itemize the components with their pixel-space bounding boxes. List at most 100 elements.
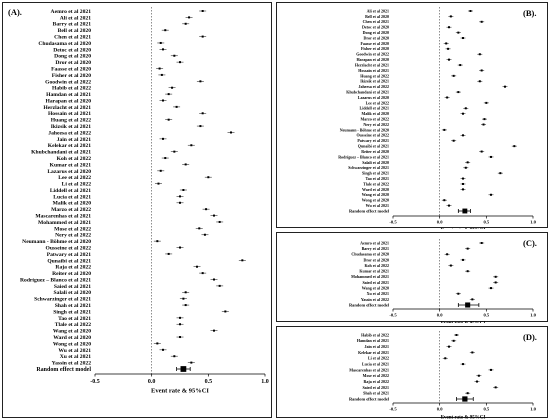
study-label: Mohammed et al 2021 bbox=[351, 274, 389, 279]
study-estimate-marker bbox=[490, 287, 492, 290]
study-label: Ali et al 2021 bbox=[367, 8, 389, 13]
study-label: Xu et al 2021 bbox=[367, 291, 389, 296]
x-tick-label: -0.5 bbox=[389, 407, 397, 412]
study-label: Liddell et al 2021 bbox=[50, 188, 91, 194]
study-estimate-marker bbox=[179, 61, 181, 64]
study-estimate-marker bbox=[213, 329, 215, 332]
study-label: Jain et al 2021 bbox=[57, 137, 92, 143]
study-label: Ousseine et al 2022 bbox=[356, 133, 389, 138]
study-estimate-marker bbox=[478, 53, 481, 56]
study-estimate-marker bbox=[230, 131, 232, 134]
study-estimate-marker bbox=[452, 139, 455, 142]
summary-estimate-marker bbox=[462, 208, 468, 214]
x-tick-label: 1.0 bbox=[261, 379, 269, 385]
summary-label: Random effect model bbox=[349, 302, 390, 307]
x-tick-label: 0.0 bbox=[437, 313, 443, 318]
study-label: Bell et al 2020 bbox=[58, 28, 92, 34]
study-label: Harapan et al 2020 bbox=[356, 57, 389, 62]
study-label: Patwary et al 2021 bbox=[47, 252, 91, 258]
x-tick-label: -0.5 bbox=[90, 379, 100, 385]
study-label: Lucia et al 2021 bbox=[362, 361, 389, 366]
study-estimate-marker bbox=[494, 281, 497, 284]
study-estimate-marker bbox=[452, 339, 455, 342]
study-estimate-marker bbox=[213, 278, 215, 281]
study-label: Wang et al 2020 bbox=[362, 285, 389, 290]
study-label: Qunaibi et al 2021 bbox=[358, 144, 389, 149]
study-estimate-marker bbox=[466, 392, 469, 395]
study-estimate-marker bbox=[471, 351, 474, 354]
study-estimate-marker bbox=[182, 189, 185, 191]
x-tick-label: 0.0 bbox=[437, 407, 443, 412]
x-tick-label: 1.0 bbox=[530, 313, 536, 318]
panel-label: (C). bbox=[523, 238, 537, 248]
study-label: Tlale et al 2022 bbox=[363, 181, 389, 186]
panel-label: (B). bbox=[523, 8, 536, 18]
study-label: Kumar et al 2021 bbox=[50, 162, 92, 168]
study-label: Lee et al 2022 bbox=[366, 100, 389, 105]
summary-label: Random effect model bbox=[349, 208, 390, 213]
study-label: Habib et al 2022 bbox=[361, 332, 389, 337]
study-label: Rodríguez – Blanco et al 2021 bbox=[20, 277, 91, 283]
x-tick-label: -0.5 bbox=[389, 313, 397, 318]
study-estimate-marker bbox=[156, 342, 159, 345]
study-estimate-marker bbox=[159, 169, 162, 172]
study-label: Herzlacht et al 2021 bbox=[43, 105, 91, 111]
x-axis-label: Event rate & 95%CI bbox=[441, 416, 486, 419]
study-estimate-marker bbox=[179, 195, 181, 198]
study-estimate-marker bbox=[444, 357, 447, 360]
summary-estimate-marker bbox=[465, 302, 471, 308]
study-label: Ikizsik et al 2021 bbox=[51, 124, 91, 130]
study-label: Hamdan et al 2021 bbox=[357, 338, 389, 343]
study-estimate-marker bbox=[471, 298, 474, 301]
study-label: Li et al 2022 bbox=[368, 356, 389, 361]
study-estimate-marker bbox=[445, 42, 448, 45]
study-estimate-marker bbox=[455, 334, 458, 336]
study-estimate-marker bbox=[464, 107, 467, 110]
study-estimate-marker bbox=[462, 37, 464, 40]
study-estimate-marker bbox=[462, 188, 464, 191]
study-estimate-marker bbox=[173, 54, 176, 57]
study-estimate-marker bbox=[478, 80, 481, 83]
study-label: Kelekar et al 2021 bbox=[48, 143, 91, 149]
summary-estimate-marker bbox=[462, 396, 468, 402]
study-label: Habib et al 2022 bbox=[52, 86, 91, 92]
study-label: Shah et al 2021 bbox=[55, 303, 91, 309]
x-tick-label: 1.0 bbox=[530, 220, 536, 225]
study-estimate-marker bbox=[190, 144, 193, 147]
study-label: Malik et al 2020 bbox=[53, 201, 92, 207]
study-estimate-marker bbox=[162, 99, 164, 102]
study-estimate-marker bbox=[182, 297, 185, 300]
study-estimate-marker bbox=[513, 145, 516, 148]
study-label: Chudasama et al 2020 bbox=[351, 252, 389, 257]
study-label: Kelekar et al 2021 bbox=[358, 350, 389, 355]
study-label: Ousseine et al 2022 bbox=[45, 245, 91, 251]
study-label: Kumar et al 2021 bbox=[359, 269, 389, 274]
study-estimate-marker bbox=[449, 264, 452, 267]
study-label: Dror et al 2020 bbox=[363, 257, 389, 262]
panel-d: (D). Habib et al 2022 Hamdan et al 2021 Jai… bbox=[276, 326, 548, 419]
study-label: Goodwin et al 2022 bbox=[356, 52, 389, 57]
study-estimate-marker bbox=[446, 253, 449, 256]
study-label: Hamdan et al 2021 bbox=[46, 92, 91, 98]
study-label: Goodwin et al 2022 bbox=[45, 79, 91, 85]
study-estimate-marker bbox=[179, 336, 181, 339]
study-label: Aemro et al 2021 bbox=[360, 240, 389, 245]
x-axis-label: Event rate & 95%CI bbox=[441, 322, 486, 323]
study-estimate-marker bbox=[449, 15, 452, 18]
study-label: Patwary et al 2021 bbox=[357, 138, 389, 143]
study-label: Wang et al 2020 bbox=[53, 329, 91, 335]
study-estimate-marker bbox=[179, 323, 181, 326]
study-label: Barry et al 2021 bbox=[53, 22, 92, 28]
study-label: Lazarus et al 2020 bbox=[47, 169, 91, 175]
study-label: Salali et al 2020 bbox=[362, 160, 389, 165]
study-label: Ali et al 2021 bbox=[60, 15, 91, 21]
x-tick-label: 0.0 bbox=[437, 220, 443, 225]
study-estimate-marker bbox=[459, 64, 462, 67]
x-tick-label: 0.0 bbox=[148, 379, 156, 385]
study-label: Chen et al 2021 bbox=[54, 35, 91, 41]
study-label: Faasse et al 2020 bbox=[51, 66, 91, 72]
study-estimate-marker bbox=[203, 233, 206, 236]
study-estimate-marker bbox=[466, 270, 469, 273]
